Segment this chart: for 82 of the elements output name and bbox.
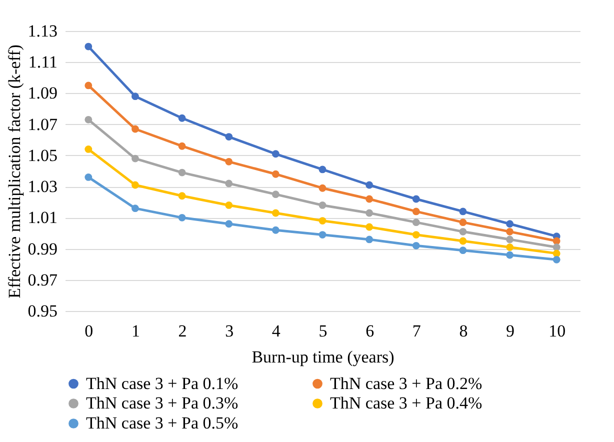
x-tick-label: 6 <box>366 322 374 340</box>
point <box>178 192 186 200</box>
point <box>132 92 139 100</box>
point <box>318 166 326 174</box>
point <box>318 217 326 224</box>
point <box>132 154 139 162</box>
point <box>506 244 514 251</box>
y-tick-label: 1.07 <box>28 114 58 134</box>
y-tick-label: 1.05 <box>28 146 58 165</box>
point <box>225 133 233 140</box>
legend-label: ThN case 3 + Pa 0.2% <box>330 374 482 393</box>
point <box>225 220 233 228</box>
point <box>506 228 514 236</box>
point <box>84 116 92 124</box>
point <box>318 202 326 209</box>
point <box>272 150 280 158</box>
point <box>552 237 560 245</box>
point <box>272 190 280 198</box>
point <box>84 146 92 153</box>
legend-label: ThN case 3 + Pa 0.5% <box>86 414 238 432</box>
x-tick-label: 1 <box>131 322 140 340</box>
point <box>272 170 280 178</box>
x-tick-label: 4 <box>272 322 281 340</box>
y-tick-label: 1.09 <box>28 84 58 103</box>
point <box>225 158 233 166</box>
point <box>459 237 467 245</box>
x-tick-label: 8 <box>459 322 468 340</box>
point <box>318 231 326 238</box>
point <box>506 220 514 228</box>
legend-label: ThN case 3 + Pa 0.3% <box>86 394 238 412</box>
point <box>366 181 374 189</box>
point <box>412 195 420 203</box>
point <box>366 236 374 244</box>
legend-label: ThN case 3 + Pa 0.1% <box>86 374 238 393</box>
point <box>459 218 467 226</box>
point <box>178 168 186 176</box>
x-tick-label: 9 <box>506 322 515 340</box>
point <box>178 142 186 150</box>
x-tick-label: 5 <box>318 322 328 340</box>
x-tick-label: 0 <box>84 322 94 340</box>
x-axis-title: Burn-up time (years) <box>252 348 394 366</box>
point <box>366 223 374 231</box>
y-tick-label: 1.11 <box>28 52 58 72</box>
point <box>412 208 420 216</box>
y-tick-label: 0.95 <box>28 302 58 320</box>
x-tick-label: 7 <box>412 322 422 340</box>
point <box>459 228 467 236</box>
point <box>552 256 560 264</box>
point <box>506 236 514 244</box>
point <box>552 250 560 258</box>
point <box>272 209 280 217</box>
point <box>272 226 280 234</box>
point <box>459 246 467 254</box>
point <box>366 195 374 203</box>
y-tick-label: 1.13 <box>28 22 58 40</box>
y-tick-label: 0.99 <box>28 239 58 258</box>
point <box>225 180 233 188</box>
point <box>84 42 92 50</box>
point <box>132 125 139 133</box>
y-tick-label: 1.01 <box>28 208 58 228</box>
legend-label: ThN case 3 + Pa 0.4% <box>330 394 482 412</box>
point <box>506 251 514 259</box>
point <box>412 231 420 238</box>
point <box>412 218 420 226</box>
point <box>366 209 374 217</box>
point <box>412 242 420 250</box>
point <box>552 244 560 251</box>
point <box>132 181 139 189</box>
y-axis-title: Effective multiplication factor (k-eff) <box>4 44 24 298</box>
point <box>178 214 186 222</box>
x-tick-label: 2 <box>178 322 187 340</box>
point <box>178 114 186 122</box>
point <box>318 184 326 192</box>
point <box>459 208 467 216</box>
y-tick-label: 0.97 <box>28 270 58 290</box>
y-tick-label: 1.03 <box>28 177 58 196</box>
point <box>132 204 139 212</box>
point <box>225 202 233 209</box>
x-tick-label: 10 <box>548 322 566 340</box>
point <box>84 82 92 90</box>
x-tick-label: 3 <box>225 322 234 340</box>
point <box>84 174 92 181</box>
